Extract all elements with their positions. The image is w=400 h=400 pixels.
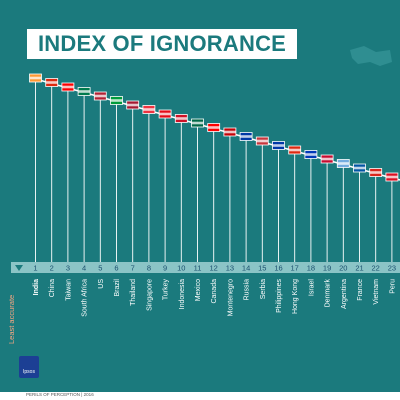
rank-number: 10 <box>177 264 185 273</box>
rank-number: 11 <box>194 264 202 273</box>
rank-number: 12 <box>210 264 218 273</box>
rank-number: 15 <box>258 264 266 273</box>
flag-stripe <box>288 148 301 152</box>
country-label: Argentina <box>341 279 348 309</box>
country-label: Indonesia <box>179 279 186 309</box>
flag-stripe <box>110 99 123 102</box>
flag-stripe <box>159 112 172 116</box>
rank-number: 21 <box>355 264 363 273</box>
country-label: Thailand <box>130 279 137 306</box>
rank-number: 2 <box>50 264 54 273</box>
rank-number: 7 <box>131 264 135 273</box>
country-label: Montenegro <box>227 279 234 316</box>
axis-label-text: Least accurate <box>7 294 16 344</box>
country-label: India <box>33 279 40 295</box>
flag-stripe <box>78 90 91 93</box>
rank-number: 13 <box>226 264 234 273</box>
rank-band-marker <box>15 265 23 271</box>
rank-number: 4 <box>82 264 86 273</box>
country-label: South Africa <box>82 279 89 317</box>
logo-text: Ipsos <box>23 369 35 375</box>
rank-number: 3 <box>66 264 70 273</box>
flag-stripe <box>45 81 58 84</box>
flag-stripe <box>385 175 398 179</box>
chart-title: INDEX OF IGNORANCE <box>37 31 287 56</box>
country-label: Taiwan <box>65 279 72 301</box>
rank-number: 23 <box>388 264 396 273</box>
ipsos-logo <box>19 356 39 378</box>
country-label: Turkey <box>163 279 170 301</box>
rank-number: 16 <box>274 264 282 273</box>
least-accurate-label: Least accurate <box>1 290 31 350</box>
rank-number: 18 <box>307 264 315 273</box>
flag-stripe <box>223 130 236 134</box>
country-label: Denmark <box>325 279 332 308</box>
flag-stripe <box>304 153 317 156</box>
flag-stripe <box>369 171 382 174</box>
flag-stripe <box>175 117 188 120</box>
rank-number: 6 <box>114 264 118 273</box>
country-label: Serbia <box>260 279 267 299</box>
rank-number: 5 <box>98 264 102 273</box>
country-label: Philippines <box>276 279 283 313</box>
country-label: Peru <box>389 279 396 294</box>
country-label: Mexico <box>195 279 202 301</box>
flag-stripe <box>321 157 334 161</box>
rank-number: 20 <box>339 264 347 273</box>
flag-stripe <box>29 76 42 80</box>
flag-stripe <box>191 121 204 125</box>
flag-stripe <box>61 85 74 89</box>
footer-source: PERILS OF PERCEPTION | 2016 <box>26 392 94 397</box>
rank-band <box>11 262 400 273</box>
flag-stripe <box>94 94 107 98</box>
flag-stripe <box>256 139 269 143</box>
flag-stripe <box>142 108 155 111</box>
country-label: Brazil <box>114 279 121 297</box>
flag-stripe <box>240 135 253 138</box>
country-label: China <box>49 279 56 297</box>
country-label: Russia <box>244 279 251 301</box>
country-label: US <box>98 279 105 289</box>
flag-stripe <box>353 166 366 170</box>
flag-stripe <box>126 103 139 107</box>
flag-stripe <box>207 126 220 129</box>
world-map-fragment <box>350 46 392 66</box>
rank-number: 17 <box>291 264 299 273</box>
country-label: Israel <box>308 279 315 297</box>
rank-number: 9 <box>163 264 167 273</box>
country-label: France <box>357 279 364 301</box>
rank-number: 22 <box>372 264 380 273</box>
rank-number: 1 <box>33 264 37 273</box>
rank-number: 14 <box>242 264 250 273</box>
country-label: Hong Kong <box>292 279 299 314</box>
rank-number: 8 <box>147 264 151 273</box>
country-label: Singapore <box>146 279 153 311</box>
title-box: INDEX OF IGNORANCE <box>27 29 297 59</box>
country-label: Canada <box>211 279 218 304</box>
flag-stripe <box>337 162 350 165</box>
flag-stripe <box>272 144 285 147</box>
rank-number: 19 <box>323 264 331 273</box>
country-label: Vietnam <box>373 279 380 305</box>
